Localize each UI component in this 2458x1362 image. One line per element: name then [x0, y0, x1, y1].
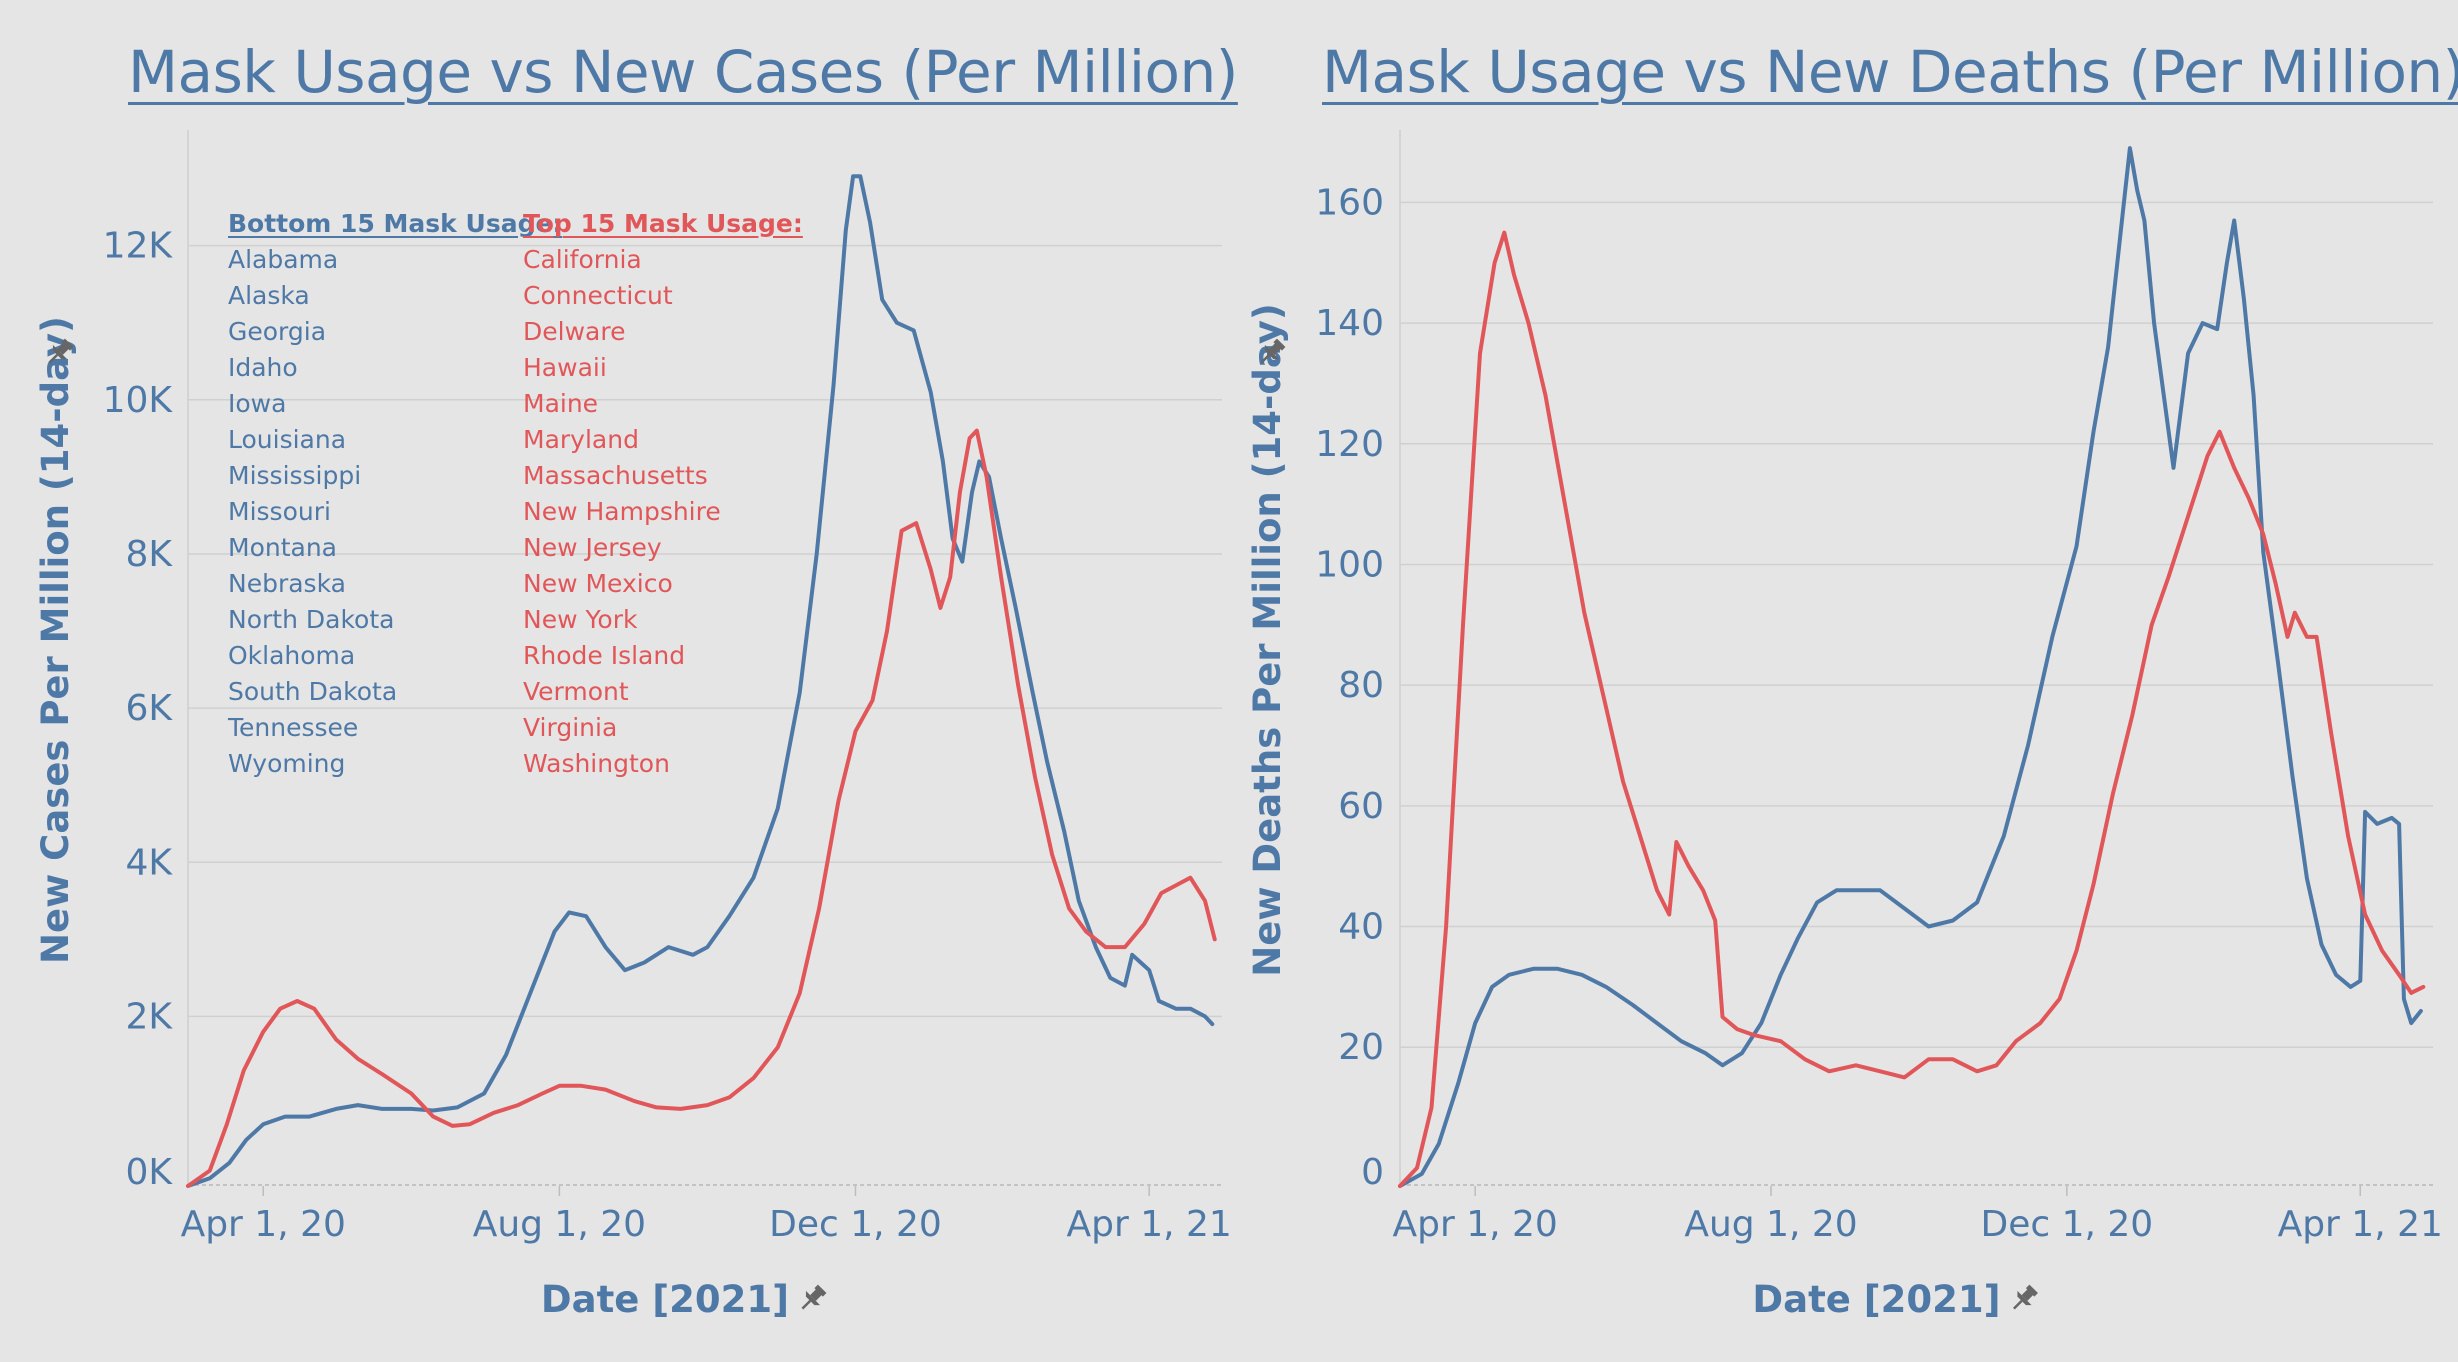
legend-item: Montana	[228, 533, 337, 562]
legend-item: Washington	[523, 749, 670, 778]
y-tick-label: 80	[1338, 665, 1384, 706]
y-tick-label: 2K	[125, 996, 173, 1037]
x-tick-label: Dec 1, 20	[769, 1204, 942, 1245]
y-tick-label: 0K	[125, 1152, 173, 1193]
y-axis-title: New Cases Per Million (14-day)	[34, 316, 77, 964]
x-tick-label: Dec 1, 20	[1980, 1204, 2153, 1245]
y-tick-label: 140	[1315, 303, 1384, 344]
y-tick-label: 0	[1361, 1152, 1384, 1193]
x-tick-label: Apr 1, 21	[1067, 1204, 1229, 1245]
chart-title-cases: Mask Usage vs New Cases (Per Million)	[128, 38, 1238, 106]
y-tick-label: 40	[1338, 907, 1384, 948]
legend-item: Rhode Island	[523, 641, 686, 670]
cases-chart: 0K 2K 4K 6K 8K 10K 12K Apr 1, 20 Aug 1, 20 Dec 1,…	[34, 130, 1229, 1321]
bottom-15-series-line	[1398, 146, 2423, 1188]
legend-item: Nebraska	[228, 569, 346, 598]
x-axis-pin-icon[interactable]	[2007, 1282, 2041, 1316]
legend-item: Georgia	[228, 317, 327, 346]
y-tick-label: 20	[1338, 1027, 1384, 1068]
legend-item: Mississippi	[228, 461, 362, 490]
legend-item: Idaho	[228, 353, 298, 382]
legend-item: Vermont	[523, 677, 629, 706]
legend-item: Connecticut	[523, 281, 673, 310]
y-tick-label: 10K	[103, 380, 174, 421]
legend-item: North Dakota	[228, 605, 395, 634]
x-tick-label: Apr 1, 21	[2278, 1204, 2443, 1245]
legend-item: Massachusetts	[523, 461, 708, 490]
x-tick-label: Aug 1, 20	[1684, 1204, 1857, 1245]
legend-item: Oklahoma	[228, 641, 356, 670]
legend-item: Maryland	[523, 425, 639, 454]
bottom-15-series-line	[186, 174, 1215, 1188]
top-15-legend: Top 15 Mask Usage: California Connecticu…	[523, 206, 803, 782]
legend-item: New York	[523, 605, 638, 634]
y-tick-label: 160	[1315, 182, 1384, 223]
legend-item: Maine	[523, 389, 599, 418]
y-tick-label: 6K	[125, 688, 173, 729]
bottom-15-legend: Bottom 15 Mask Usage: Alabama Alaska Geo…	[228, 206, 562, 782]
chart-title-deaths: Mask Usage vs New Deaths (Per Million)	[1322, 38, 2458, 106]
legend-item: Tennessee	[228, 713, 359, 742]
x-axis-pin-icon[interactable]	[795, 1282, 829, 1316]
legend-item: California	[523, 245, 642, 274]
top-15-series-line	[1398, 230, 2426, 1188]
y-tick-label: 12K	[103, 226, 174, 267]
top-15-series-line	[186, 428, 1217, 1188]
y-axis-title: New Deaths Per Million (14-day)	[1246, 303, 1289, 976]
legend-item: New Hampshire	[523, 497, 721, 526]
y-tick-label: 4K	[125, 842, 173, 883]
legend-item: Missouri	[228, 497, 331, 526]
x-tick-label: Apr 1, 20	[1393, 1204, 1558, 1245]
legend-item: Louisiana	[228, 425, 347, 454]
legend-item: Alabama	[228, 245, 339, 274]
x-tick-label: Aug 1, 20	[473, 1204, 646, 1245]
legend-item: Virginia	[523, 713, 618, 742]
y-tick-label: 60	[1338, 786, 1384, 827]
legend-item: Alaska	[228, 281, 310, 310]
legend-item: Delware	[523, 317, 626, 346]
legend-item: Iowa	[228, 389, 287, 418]
legend-item: South Dakota	[228, 677, 398, 706]
y-tick-label: 120	[1315, 424, 1384, 465]
x-tick-label: Apr 1, 20	[181, 1204, 346, 1245]
x-axis-title: Date [2021]	[541, 1278, 789, 1321]
y-tick-label: 100	[1315, 544, 1384, 585]
legend-item: Hawaii	[523, 353, 607, 382]
bottom-15-title: Bottom 15 Mask Usage:	[228, 209, 563, 238]
legend-item: New Jersey	[523, 533, 662, 562]
legend-item: Wyoming	[228, 749, 346, 778]
y-tick-label: 8K	[125, 534, 173, 575]
top-15-title: Top 15 Mask Usage:	[523, 209, 803, 238]
x-axis-title: Date [2021]	[1752, 1278, 2000, 1321]
legend-item: New Mexico	[523, 569, 673, 598]
